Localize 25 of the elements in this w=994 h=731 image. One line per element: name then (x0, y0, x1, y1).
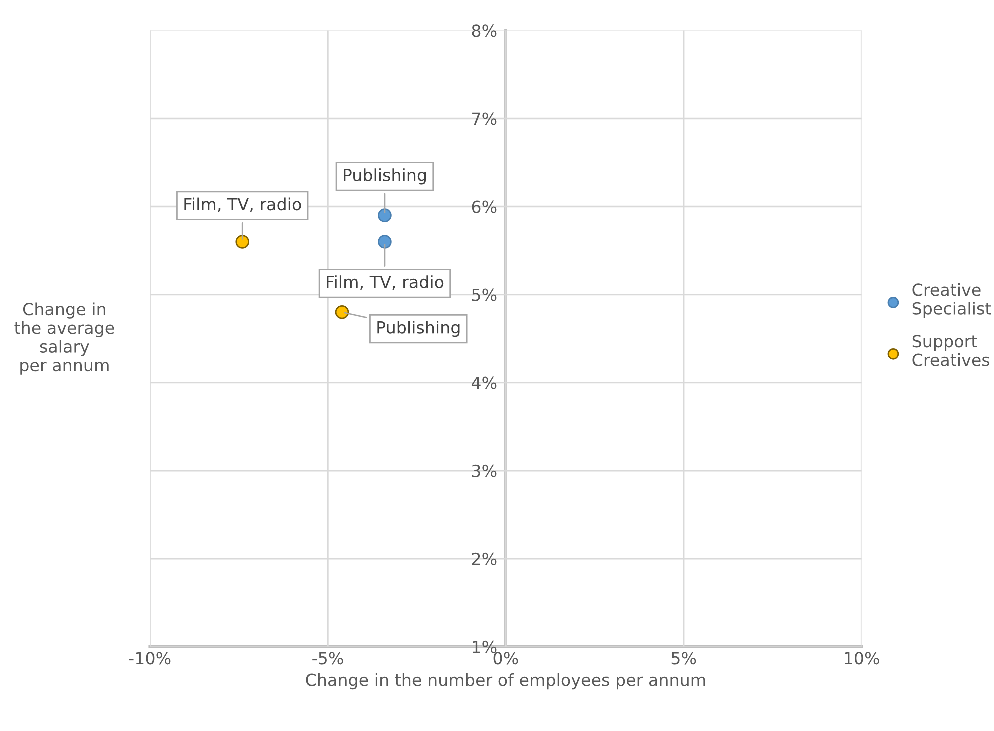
x-axis-title: Change in the number of employees per annum (306, 673, 706, 690)
annotation: Film, TV, radio (327, 276, 444, 290)
point (335, 306, 350, 320)
point (378, 235, 392, 249)
x-tick-label: 5% (672, 652, 696, 665)
point (236, 235, 250, 249)
y-tick-label: 4% (472, 376, 497, 390)
y-tick-label: 3% (472, 464, 497, 478)
y-tick-label: 6% (472, 200, 497, 214)
x-tick-label: 10% (845, 652, 880, 665)
x-tick-label: 0% (494, 652, 518, 665)
annotation: Publishing (344, 168, 426, 185)
y-tick-label: 8% (472, 24, 497, 38)
point (378, 208, 392, 222)
annotation: Film, TV, radio (184, 198, 302, 212)
annotation: Publishing (378, 321, 460, 338)
x-tick-label: -10% (129, 652, 171, 665)
legend-label: Support Creatives (912, 335, 990, 366)
x-tick-label: -5% (312, 652, 344, 665)
legend-label: Creative Specialist (912, 283, 992, 318)
y-tick-label: 1% (473, 640, 497, 654)
y-tick-label: 5% (472, 288, 497, 302)
y-axis-title: Change in the average salary per annum (14, 302, 114, 375)
y-tick-label: 7% (472, 112, 497, 126)
y-tick-label: 2% (472, 552, 497, 566)
